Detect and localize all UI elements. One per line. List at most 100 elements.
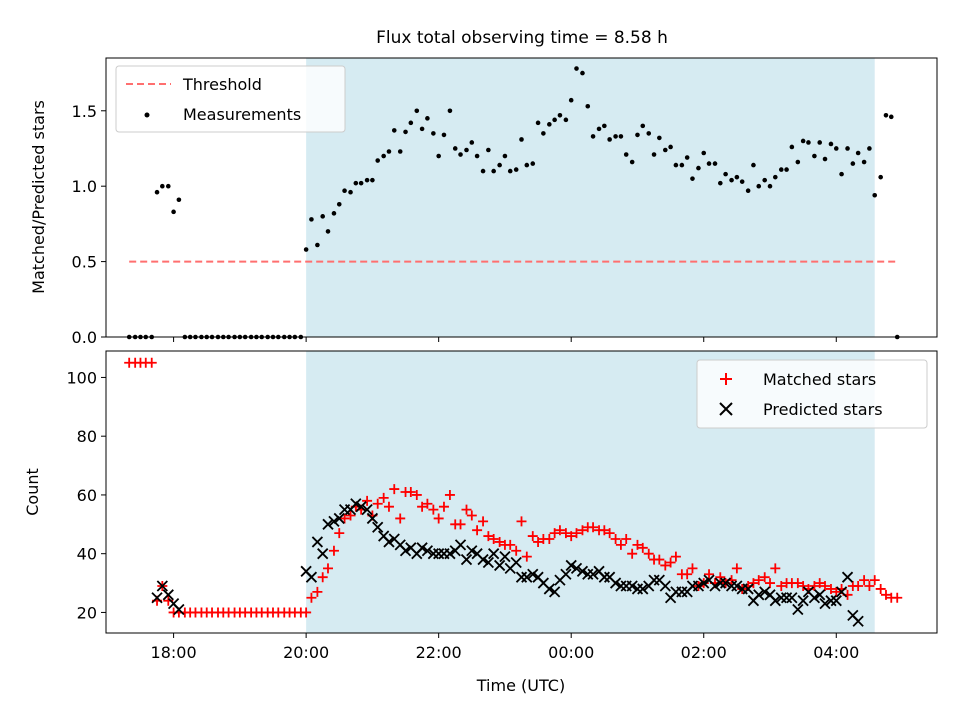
matched-point xyxy=(637,542,648,553)
measurement-point xyxy=(557,113,563,118)
bottom-y-tick-label: 80 xyxy=(77,427,97,446)
matched-point xyxy=(715,572,726,583)
measurement-point xyxy=(673,162,679,168)
matched-point xyxy=(869,575,880,586)
bottom-panel: 20 40 60 80 100 18:00 20:00 22:00 00:00 02:00 04:… xyxy=(23,351,938,695)
predicted-point xyxy=(676,586,688,598)
measurement-point xyxy=(486,147,491,153)
predicted-point xyxy=(759,586,771,598)
top-x-ticks xyxy=(173,337,837,342)
matched-point xyxy=(660,560,671,571)
measurement-point xyxy=(513,167,519,172)
measurement-point xyxy=(364,177,370,183)
predicted-point xyxy=(328,515,340,528)
measurement-point xyxy=(646,131,652,136)
matched-point xyxy=(853,581,864,591)
predicted-point xyxy=(830,595,842,607)
predicted-point xyxy=(482,556,495,569)
measurement-point xyxy=(403,129,408,135)
legend-measurements-swatch xyxy=(144,112,150,118)
predicted-point xyxy=(416,542,428,554)
measurement-point xyxy=(706,161,712,166)
measurement-point xyxy=(883,113,889,118)
measurement-point xyxy=(563,117,569,123)
bottom-y-tick-label: 20 xyxy=(77,603,97,622)
measurement-point xyxy=(441,132,447,138)
bottom-y-tick-label: 60 xyxy=(77,486,97,505)
measurement-point xyxy=(469,140,475,145)
predicted-point xyxy=(322,518,334,530)
predicted-point xyxy=(317,548,329,560)
matched-point xyxy=(322,563,333,574)
matched-point xyxy=(604,528,615,539)
predicted-point xyxy=(780,592,793,604)
x-tick-label: 18:00 xyxy=(151,643,197,662)
matched-point xyxy=(533,536,544,547)
predicted-point xyxy=(609,577,622,589)
matched-point xyxy=(560,528,571,539)
matched-point xyxy=(405,487,416,497)
measurement-point xyxy=(408,120,414,126)
matched-point xyxy=(654,554,665,565)
legend-matched-swatch xyxy=(720,373,732,385)
predicted-point xyxy=(355,501,367,513)
measurement-point xyxy=(701,150,707,156)
x-tick-label: 00:00 xyxy=(548,643,594,662)
measurement-point xyxy=(850,161,856,166)
matched-point xyxy=(544,534,555,544)
predicted-point xyxy=(488,548,500,560)
matched-point xyxy=(433,513,444,524)
predicted-point xyxy=(698,577,710,589)
measurement-point xyxy=(629,159,635,165)
measurement-point xyxy=(507,168,513,174)
predicted-point xyxy=(311,536,324,548)
predicted-point xyxy=(510,556,522,569)
predicted-point xyxy=(825,595,837,607)
predicted-point xyxy=(582,568,594,580)
measurement-point xyxy=(331,211,337,216)
predicted-point xyxy=(814,589,826,601)
measurement-point xyxy=(745,188,751,194)
measurement-point xyxy=(309,217,314,222)
measurement-point xyxy=(888,114,894,120)
matched-point xyxy=(428,504,439,515)
predicted-point xyxy=(173,603,185,616)
measurement-point xyxy=(762,177,768,183)
bottom-legend: Matched stars Predicted stars xyxy=(696,359,928,429)
matched-point xyxy=(488,534,499,544)
matched-point xyxy=(670,551,681,562)
top-y-axis-label: Matched/Predicted stars xyxy=(29,100,48,294)
measurement-point xyxy=(822,156,828,162)
measurement-point xyxy=(171,209,176,215)
measurement-point xyxy=(663,147,668,153)
measurement-point xyxy=(855,150,861,156)
predicted-point xyxy=(835,586,848,598)
predicted-point xyxy=(499,550,511,563)
matched-point xyxy=(892,592,903,603)
predicted-point xyxy=(433,548,445,560)
matched-point xyxy=(444,489,455,500)
predicted-point xyxy=(725,580,738,592)
legend-predicted-label: Predicted stars xyxy=(763,400,883,419)
measurement-point xyxy=(696,165,701,171)
top-y-tick-label: 1.5 xyxy=(72,102,97,121)
chart-title: Flux total observing time = 8.58 h xyxy=(376,28,668,48)
measurement-point xyxy=(789,144,795,150)
measurement-point xyxy=(414,108,420,114)
measurement-point xyxy=(519,137,524,142)
matched-point xyxy=(549,528,560,539)
matched-point xyxy=(759,572,770,583)
predicted-point xyxy=(305,571,318,583)
predicted-point xyxy=(399,545,412,557)
predicted-point xyxy=(477,553,489,566)
measurement-point xyxy=(712,161,718,166)
measurement-point xyxy=(729,177,734,183)
measurement-point xyxy=(718,180,723,186)
measurement-point xyxy=(640,123,646,129)
matched-point xyxy=(814,578,825,589)
measurement-point xyxy=(502,153,508,159)
predicted-point xyxy=(521,571,533,583)
matched-point xyxy=(389,484,400,495)
predicted-point xyxy=(361,503,373,516)
